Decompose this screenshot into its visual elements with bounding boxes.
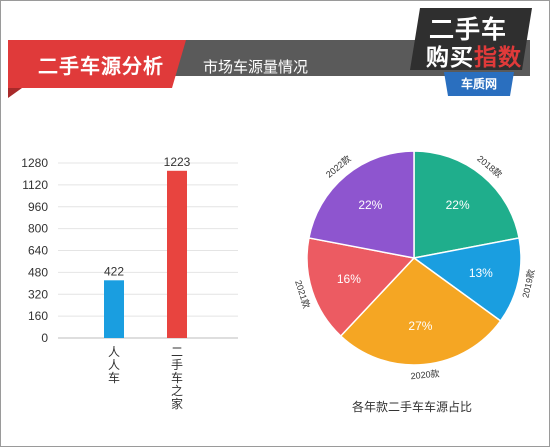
header-red-tag xyxy=(8,40,186,88)
header-shapes xyxy=(8,8,532,98)
logo-char: 二 xyxy=(429,16,456,44)
pie-chart-title: 各年款二手车车源占比 xyxy=(351,400,472,414)
pie-value-label: 16% xyxy=(337,272,361,286)
bar xyxy=(167,170,187,338)
pie-category-label: 2020款 xyxy=(410,368,440,382)
logo-char: 车 xyxy=(481,16,508,44)
logo-blue-badge xyxy=(444,72,514,96)
bar xyxy=(104,280,124,338)
logo-char: 买 xyxy=(450,44,474,70)
header-banner: 二手车源分析 市场车源量情况 二手车 购买指数 车质网 12365auto.co… xyxy=(0,0,550,98)
pie-value-label: 22% xyxy=(446,198,470,212)
bar-value-label: 422 xyxy=(104,264,124,278)
x-tick-label: 家 xyxy=(171,396,183,411)
y-tick-label: 1120 xyxy=(22,178,48,192)
pie-slice xyxy=(413,150,520,259)
pie-category-label: 2019款 xyxy=(520,268,537,299)
y-tick-label: 320 xyxy=(28,287,48,301)
pie-slice xyxy=(306,237,416,338)
logo-url: 12365auto.com xyxy=(454,90,504,97)
y-tick-label: 160 xyxy=(28,309,48,323)
page-subtitle: 市场车源量情况 xyxy=(203,59,309,76)
x-tick-label: 二 xyxy=(171,345,183,359)
x-tick-label: 人 xyxy=(108,345,120,359)
logo-char: 数 xyxy=(498,44,522,70)
y-tick-label: 1280 xyxy=(21,156,48,170)
x-tick-label: 车 xyxy=(108,370,120,385)
pie-slice xyxy=(412,237,522,322)
y-tick-label: 480 xyxy=(28,265,48,279)
y-tick-label: 800 xyxy=(28,222,48,236)
pie-slice xyxy=(339,257,502,366)
pie-value-label: 27% xyxy=(408,319,432,333)
logo-wordmark: 二手车 xyxy=(429,10,507,46)
logo-dark-plate xyxy=(410,8,532,70)
x-tick-label: 之 xyxy=(171,384,183,398)
logo-char: 手 xyxy=(455,16,482,44)
logo-wordmark-line2: 购买指数 xyxy=(426,38,522,72)
header-red-fold xyxy=(8,88,22,98)
logo-char: 购 xyxy=(426,44,450,70)
logo-brand: 车质网 xyxy=(460,77,497,91)
x-tick-label: 人 xyxy=(108,358,120,372)
y-tick-label: 640 xyxy=(28,244,48,258)
x-tick-label: 车 xyxy=(171,370,183,385)
pie-value-label: 22% xyxy=(358,198,382,212)
pie-value-label: 13% xyxy=(469,266,493,280)
y-tick-label: 960 xyxy=(28,200,48,214)
bar-value-label: 1223 xyxy=(164,155,191,169)
y-tick-label: 0 xyxy=(41,331,48,345)
logo-char: 指 xyxy=(474,44,498,70)
page-title: 二手车源分析 xyxy=(38,56,164,78)
x-tick-label: 手 xyxy=(171,358,183,372)
pie-slice xyxy=(308,150,415,259)
